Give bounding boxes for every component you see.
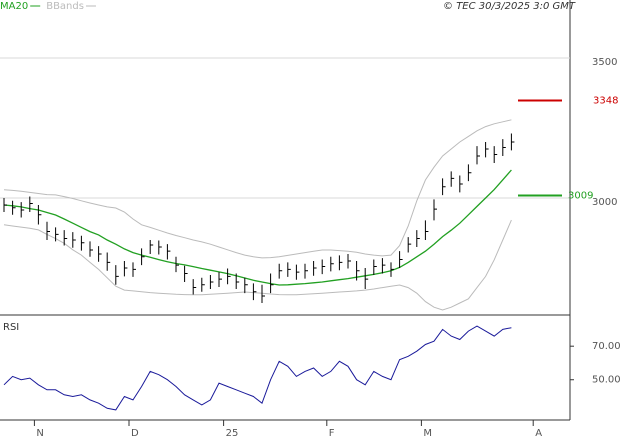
price-bar [184, 265, 188, 282]
price-bar [158, 240, 162, 255]
price-bar [252, 283, 257, 301]
price-bar [338, 255, 343, 271]
price-bar [467, 164, 472, 182]
price-bar [459, 175, 463, 193]
copyright: © TEC 30/3/2025 3:0 GMT [443, 1, 576, 12]
price-bar [321, 259, 326, 275]
price-bar [450, 171, 455, 187]
price-bar [29, 196, 33, 212]
price-bar [278, 263, 283, 279]
price-bar [141, 248, 145, 266]
price-bar [295, 264, 300, 280]
price-bar [330, 256, 334, 272]
price-bar [192, 279, 197, 295]
price-bar [390, 262, 394, 277]
price-bar [166, 244, 171, 260]
price-bar [55, 227, 59, 242]
price-bar [175, 256, 179, 273]
price-bar [12, 200, 16, 215]
y-tick-label: 50.00 [592, 375, 621, 386]
price-bar [304, 263, 308, 279]
price-bar [373, 259, 377, 275]
price-bar [364, 267, 369, 289]
price-bar [313, 260, 317, 276]
price-bar [244, 277, 248, 294]
price-bar [433, 199, 437, 221]
price-bar [98, 246, 102, 262]
price-bar [201, 277, 205, 292]
price-bar [20, 202, 25, 218]
legend-label: MA20 [0, 1, 28, 12]
x-tick-label: 25 [226, 428, 239, 439]
legend-label: BBands [46, 1, 84, 12]
y-tick-label: 3000 [592, 197, 617, 208]
rsi-title: RSI [3, 322, 19, 333]
price-bar [510, 133, 515, 151]
x-tick-label: N [36, 428, 43, 439]
x-tick-label: M [423, 428, 432, 439]
price-bar [493, 146, 498, 163]
price-bar [502, 139, 506, 156]
price-bar [235, 273, 240, 289]
price-bar [476, 146, 480, 165]
ma20-line [3, 169, 512, 286]
x-tick-label: D [131, 428, 139, 439]
price-bar [46, 221, 50, 240]
x-tick-label: F [329, 428, 335, 439]
price-bar [37, 204, 42, 225]
price-bar [218, 272, 222, 287]
price-bar [416, 230, 420, 247]
level-label: 3009 [568, 190, 593, 201]
price-bar [209, 274, 214, 289]
price-bar [106, 252, 111, 271]
price-bar [287, 262, 291, 277]
price-bar [485, 141, 489, 158]
price-bar [270, 273, 274, 294]
price-bar [407, 237, 412, 253]
price-bar [381, 258, 386, 274]
price-bar [149, 239, 154, 254]
bband-upper [3, 119, 512, 259]
price-bar [227, 268, 231, 285]
x-tick-label: A [535, 428, 542, 439]
price-bar [424, 220, 429, 240]
price-bar [347, 253, 351, 269]
level-label: 3348 [593, 96, 618, 107]
y-tick-label: 3500 [592, 57, 617, 68]
price-bar [63, 230, 68, 246]
bband-lower [3, 219, 512, 311]
price-bar [3, 197, 7, 212]
price-bar [132, 262, 136, 277]
price-bar [261, 284, 265, 303]
price-bar [356, 260, 360, 281]
price-bar [115, 265, 119, 285]
price-bar [72, 232, 76, 248]
price-bar [123, 260, 128, 277]
price-bar [442, 178, 446, 196]
y-tick-label: 70.00 [592, 341, 621, 352]
price-bar [80, 235, 85, 251]
price-bar [399, 251, 403, 268]
rsi-line [3, 325, 512, 411]
price-bar [89, 241, 93, 257]
